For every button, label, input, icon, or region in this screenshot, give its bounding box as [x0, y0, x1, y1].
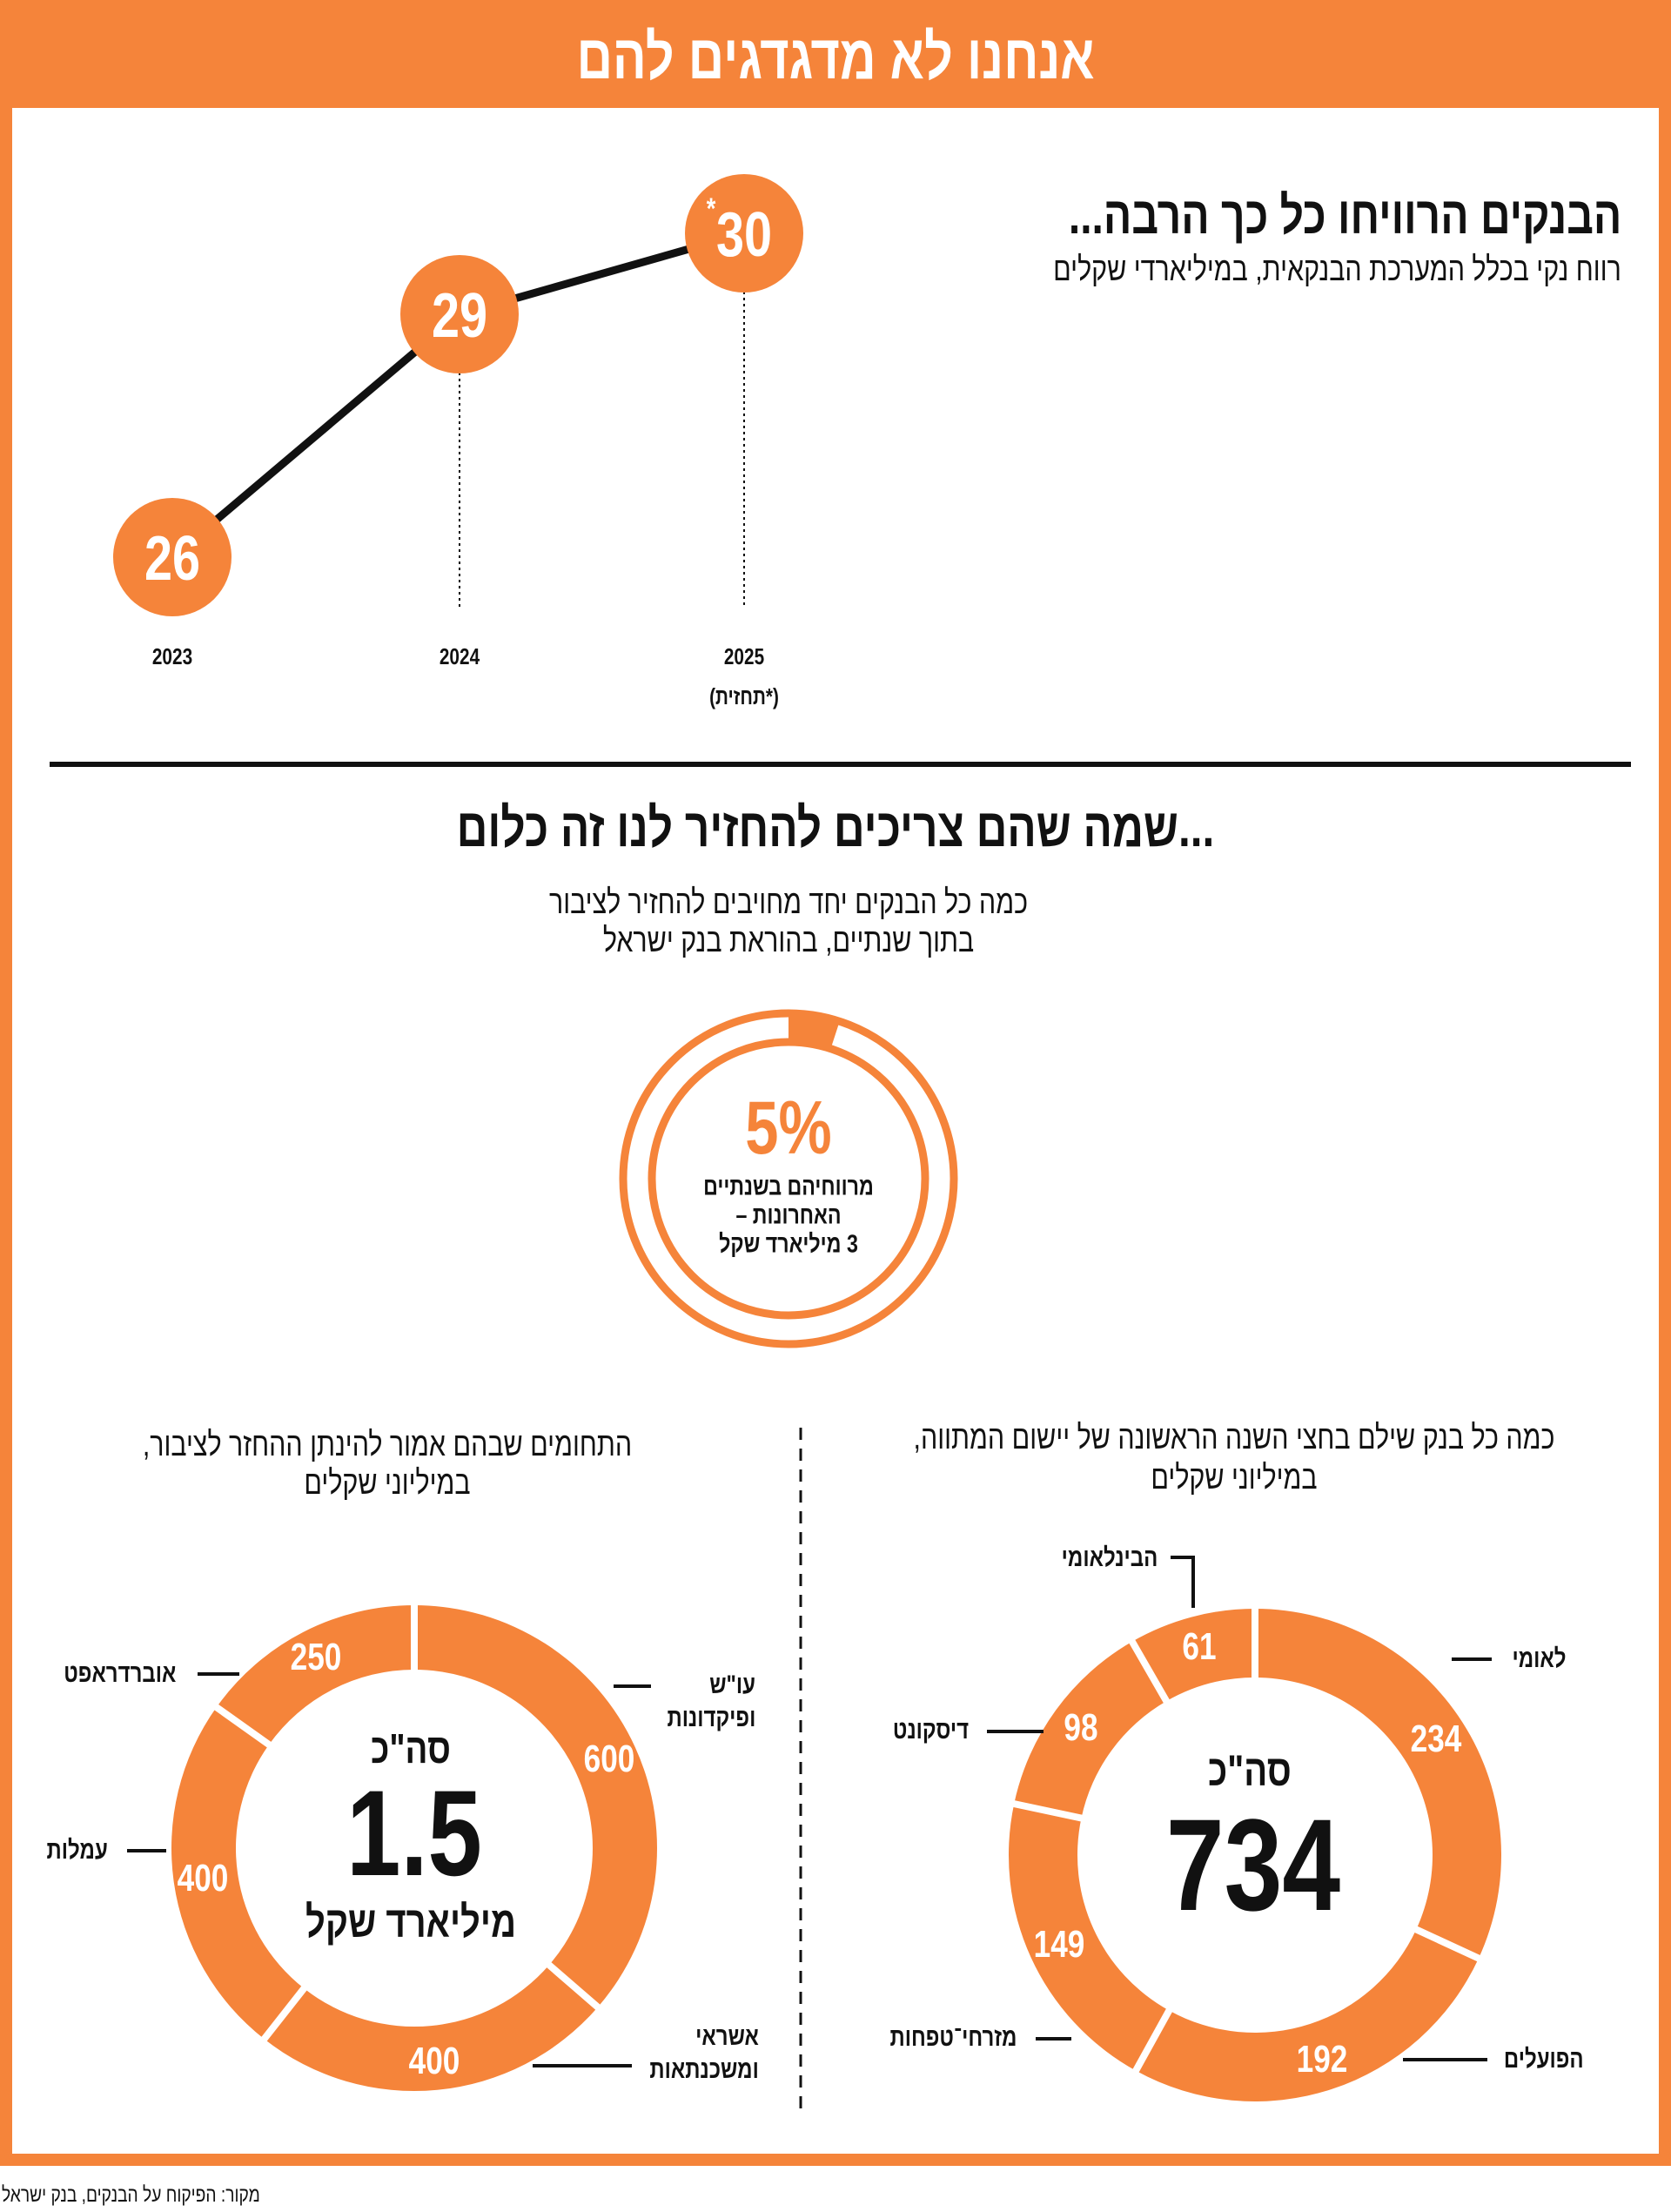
ring-line2: האחרונות –: [735, 1201, 842, 1230]
segment-value-label: 192: [1296, 2038, 1348, 2081]
areas-subtitle-line2: במיליוני שקלים: [304, 1465, 471, 1502]
banks-subtitle-line1: כמה כל בנק שילם בחצי השנה הראשונה של ייש…: [913, 1420, 1555, 1456]
bubble-2025: [685, 174, 803, 292]
ring-value: 5%: [745, 1086, 832, 1170]
bubble-2024: [400, 255, 519, 373]
category-label: מזרחי־טפחות: [889, 2023, 1017, 2052]
areas-subtitle-line1: התחומים שבהם אמור להינתן ההחזר לציבור,: [142, 1427, 633, 1463]
donut-segment-3: [1014, 1641, 1167, 1819]
ring-outer: [619, 1009, 958, 1348]
category-label: עו"ש: [709, 1671, 755, 1699]
bubble-value-2023: 26: [144, 524, 201, 594]
category-label: אוברדראפט: [63, 1659, 176, 1688]
donut-segment-0: [414, 1605, 657, 2007]
donut-segment-2: [171, 1707, 305, 2040]
profits-title: הבנקים הרוויחו כל כך הרבה...: [1068, 186, 1621, 245]
source-note: מקור: הפיקוח על הבנקים, בנק ישראל: [2, 2183, 260, 2207]
segment-separator: [1131, 2006, 1174, 2076]
segment-value-label: 400: [177, 1857, 228, 1899]
areas-total-value: 1.5: [346, 1765, 482, 1901]
category-label: לאומי: [1512, 1644, 1567, 1673]
return-title: ...שמה שהם צריכים להחזיר לנו זה כלום: [456, 798, 1215, 858]
donut-segment-2: [1009, 1804, 1170, 2071]
segment-value-label: 234: [1411, 1717, 1462, 1760]
ring-line3: 3 מיליארד שקל: [719, 1230, 858, 1259]
segment-separator: [211, 1702, 274, 1750]
x-tick-2024: 2024: [439, 643, 480, 669]
category-label: הבינלאומי: [1061, 1543, 1158, 1572]
ring-progress-segment: [789, 1015, 840, 1049]
progress-ring: [619, 1009, 958, 1348]
banks-total-value: 734: [1165, 1792, 1341, 1938]
segment-separator: [1411, 1925, 1484, 1963]
category-label: דיסקונט: [892, 1716, 969, 1745]
page-title: אנחנו לא מדגדגים להם: [576, 23, 1095, 92]
forecast-asterisk: *: [706, 192, 716, 225]
header-bar: [0, 0, 1671, 106]
segment-separator: [544, 1960, 603, 2013]
bubble-2023: [113, 498, 232, 616]
category-label: הפועלים: [1504, 2045, 1584, 2074]
category-label: עמלות: [46, 1836, 108, 1865]
bubble-value-2025: 30: [715, 200, 773, 270]
x-tick-2025: 2025: [723, 643, 765, 669]
frame-border: [0, 96, 1671, 2166]
category-label: ומשכנתאות: [649, 2055, 759, 2084]
category-label: אשראי: [695, 2022, 759, 2051]
forecast-note: (*תחזית): [709, 683, 779, 709]
donut-segment-4: [1131, 1609, 1255, 1702]
segment-separator: [1127, 1637, 1171, 1706]
donut-banks: [987, 1556, 1501, 2102]
line-chart: [113, 174, 803, 616]
segment-value-label: 250: [290, 1636, 342, 1679]
segment-value-label: 149: [1033, 1922, 1085, 1966]
segment-separator: [258, 1983, 309, 2044]
banks-subtitle-line2: במיליוני שקלים: [1151, 1460, 1318, 1496]
category-label: ופיקדונות: [667, 1704, 755, 1732]
bubble-value-2024: 29: [431, 281, 488, 351]
donut-segment-1: [264, 1965, 598, 2092]
areas-total-unit: מיליארד שקל: [305, 1898, 517, 1946]
donut-segment-1: [1136, 1929, 1479, 2102]
x-tick-2023: 2023: [151, 643, 193, 669]
segment-value-label: 98: [1064, 1706, 1098, 1750]
segment-separator: [1010, 1799, 1086, 1823]
segment-value-label: 61: [1182, 1624, 1217, 1668]
segment-value-label: 600: [583, 1737, 635, 1780]
areas-total-label: סה"כ: [371, 1726, 451, 1772]
leader-line: [1171, 1556, 1195, 1608]
ring-line1: מרווחיהם בשנתיים: [703, 1173, 874, 1201]
return-subtitle-line2: בתוך שנתיים, בהוראת בנק ישראל: [602, 923, 975, 959]
return-subtitle-line1: כמה כל הבנקים יחד מחויבים להחזיר לציבור: [548, 884, 1029, 921]
donut-areas: [127, 1602, 657, 2092]
profits-subtitle: רווח נקי בכלל המערכת הבנקאית, במיליארדי …: [1053, 252, 1621, 288]
segment-value-label: 400: [409, 2039, 460, 2082]
donut-segment-0: [1255, 1609, 1501, 1959]
donut-segment-3: [216, 1605, 414, 1745]
banks-total-label: סה"כ: [1208, 1746, 1292, 1795]
